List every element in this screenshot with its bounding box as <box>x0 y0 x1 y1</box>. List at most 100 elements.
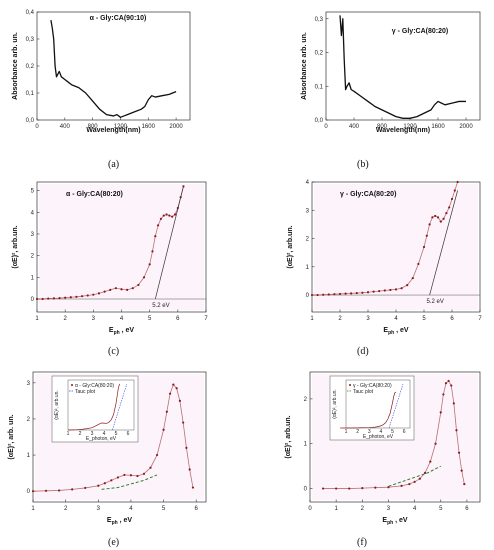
plot-frame <box>32 371 207 503</box>
data-point <box>400 484 403 487</box>
data-point <box>71 488 74 491</box>
data-point <box>394 288 398 291</box>
caption-c: (c) <box>108 346 119 357</box>
x-axis-label: Wavelength(nm) <box>376 127 430 134</box>
inset-x-tick: 3 <box>368 429 371 435</box>
x-tick-label: 6 <box>465 506 469 512</box>
x-tick-label: 0 <box>35 124 39 130</box>
data-point <box>374 486 377 489</box>
data-point <box>460 469 463 472</box>
data-point <box>400 287 403 290</box>
y-tick-label: 0,3 <box>26 37 35 43</box>
y-tick-label: 0 <box>306 293 310 299</box>
data-point <box>455 429 458 432</box>
y-tick-label: 1 <box>31 275 35 281</box>
y-axis-label: (αE)², arb.un. <box>287 225 294 268</box>
legend-label: Tauc plot <box>353 389 374 395</box>
y-axis-label: (αE)², arb.un. <box>12 225 19 268</box>
caption-e: (e) <box>108 537 119 548</box>
data-point <box>103 482 106 485</box>
data-point <box>165 213 168 216</box>
data-point <box>137 283 140 287</box>
data-point <box>86 294 89 297</box>
data-point <box>165 410 168 413</box>
data-point <box>35 297 39 301</box>
data-point <box>429 460 432 463</box>
x-tick-label: 3 <box>387 506 391 512</box>
bandgap-annotation: 5.2 eV <box>152 303 169 309</box>
x-tick-label: 800 <box>88 124 99 130</box>
data-point <box>444 382 448 385</box>
y-axis-label: Absorbance arb. un. <box>12 32 19 100</box>
data-point <box>442 393 445 396</box>
x-tick-label: 5 <box>162 506 166 512</box>
data-point <box>188 468 191 471</box>
data-point <box>389 288 392 292</box>
y-tick-label: 0,0 <box>315 118 324 124</box>
inset-x-tick: 1 <box>67 431 70 437</box>
inset-f: γ - Gly:CA(80:20)Tauc plot E_photon, eV (α… <box>329 375 415 441</box>
x-tick-label: 6 <box>195 506 199 512</box>
y-tick-label: 0,2 <box>315 51 324 57</box>
data-point <box>123 473 126 477</box>
x-tick-label: 3 <box>366 316 370 322</box>
x-axis-label: Eph , eV <box>383 327 409 336</box>
x-axis-label: Eph , eV <box>107 517 133 526</box>
inset-x-tick: 5 <box>391 429 394 435</box>
data-point <box>182 185 185 188</box>
y-tick-label: 3 <box>31 232 35 238</box>
data-point <box>423 471 427 474</box>
x-tick-label: 5 <box>148 316 152 322</box>
x-tick-label: 400 <box>60 124 71 130</box>
inset-tauc-line <box>388 383 404 429</box>
inset-legend: α - Gly:CA(80:20)Tauc plot <box>69 383 114 395</box>
x-tick-label: 800 <box>377 124 388 130</box>
inset-x-tick: 1 <box>345 429 348 435</box>
x-tick-label: 3 <box>97 506 101 512</box>
x-tick-label: 4 <box>120 316 124 322</box>
data-point <box>422 245 426 249</box>
y-tick-label: 1 <box>306 265 310 271</box>
legend-marker <box>349 384 351 386</box>
data-point <box>418 477 421 480</box>
data-point <box>450 384 453 387</box>
data-point <box>436 216 440 219</box>
data-point <box>162 214 165 217</box>
data-point <box>84 486 87 490</box>
x-tick-label: 4 <box>413 506 417 512</box>
inset-curve <box>340 391 397 429</box>
data-point <box>168 392 172 395</box>
data-point <box>109 288 112 291</box>
plot-frame <box>309 371 481 503</box>
inset-x-tick: 5 <box>115 431 118 437</box>
inset-frame <box>329 375 415 441</box>
x-tick-label: 1 <box>310 316 314 322</box>
y-tick-label: 2 <box>31 254 35 260</box>
y-tick-label: 0,3 <box>315 17 324 23</box>
data-point <box>159 217 163 220</box>
legend-marker <box>71 384 73 386</box>
data-point <box>58 297 61 300</box>
y-tick-label: 2 <box>27 417 31 423</box>
data-point <box>136 474 139 478</box>
data-point <box>151 250 154 253</box>
inset-plot-frame <box>67 379 135 431</box>
data-point <box>120 288 123 291</box>
data-point <box>372 290 375 293</box>
x-tick-label: 2 <box>361 506 365 512</box>
data-point <box>168 214 171 217</box>
data-point <box>350 292 353 295</box>
x-tick-label: 400 <box>349 124 360 130</box>
data-point <box>361 291 364 294</box>
inset-y-label: (αE)², arb.un. <box>332 389 338 419</box>
inset-x-label: E_photon, eV <box>86 436 117 442</box>
x-tick-label: 0 <box>324 124 328 130</box>
data-point <box>348 487 351 490</box>
inset-tauc-line <box>112 383 128 431</box>
data-point <box>411 276 414 280</box>
data-point <box>103 290 106 293</box>
data-point <box>97 292 101 295</box>
data-point <box>431 216 434 219</box>
data-point <box>173 213 177 216</box>
data-point <box>335 487 338 490</box>
